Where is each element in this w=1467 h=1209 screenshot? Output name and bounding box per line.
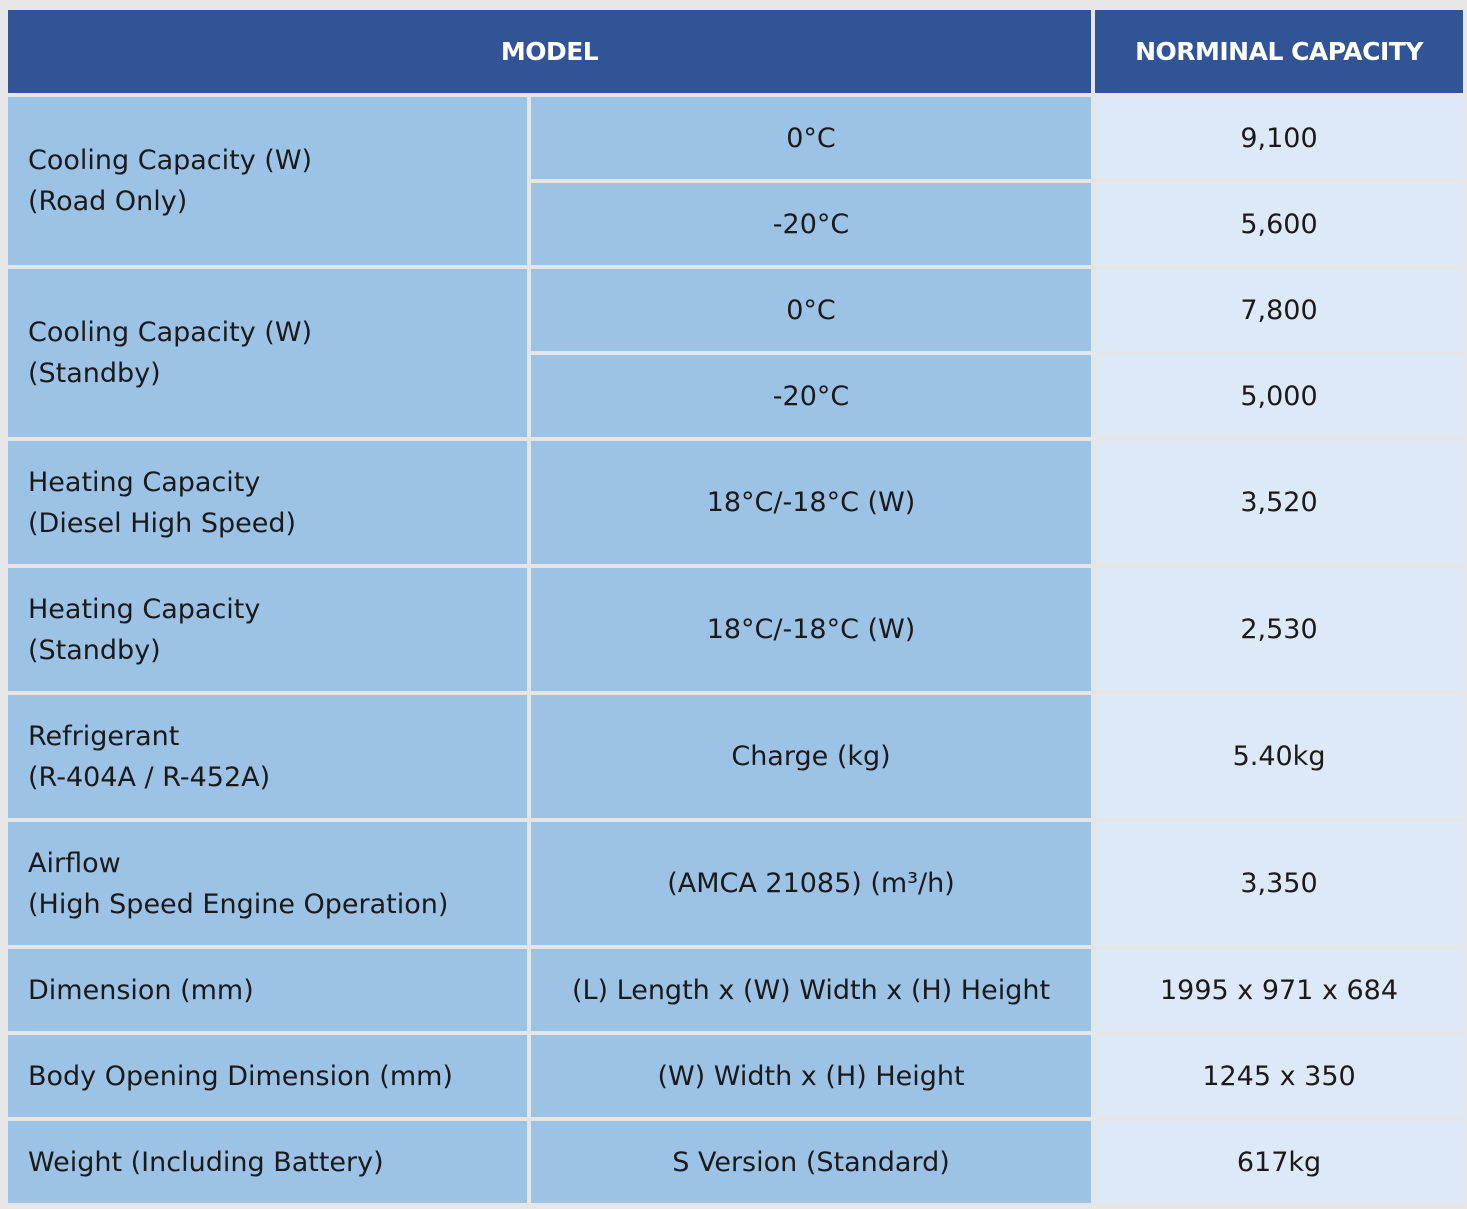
- row-value: 5,600: [1095, 183, 1464, 265]
- row-value: 5.40kg: [1095, 695, 1464, 818]
- table-row: Refrigerant (R-404A / R-452A) Charge (kg…: [8, 695, 1464, 818]
- row-label-line: (Standby): [28, 634, 161, 666]
- row-label: Refrigerant (R-404A / R-452A): [8, 695, 527, 818]
- table-row: Cooling Capacity (W) (Standby) 0°C 7,800: [8, 269, 1464, 437]
- row-condition: -20°C: [531, 355, 1092, 437]
- spec-table: MODEL NORMINAL CAPACITY Cooling Capacity…: [4, 6, 1467, 1207]
- row-condition: 0°C: [531, 269, 1092, 351]
- table-row: Dimension (mm) (L) Length x (W) Width x …: [8, 949, 1464, 1031]
- row-label: Body Opening Dimension (mm): [8, 1035, 527, 1117]
- row-label: Weight (Including Battery): [8, 1121, 527, 1203]
- table-row: Heating Capacity (Diesel High Speed) 18°…: [8, 441, 1464, 564]
- row-value: 9,100: [1095, 97, 1464, 179]
- row-condition: S Version (Standard): [531, 1121, 1092, 1203]
- row-value: 3,520: [1095, 441, 1464, 564]
- header-row: MODEL NORMINAL CAPACITY: [8, 10, 1464, 93]
- row-label: Cooling Capacity (W) (Standby): [8, 269, 527, 437]
- table-row: Heating Capacity (Standby) 18°C/-18°C (W…: [8, 568, 1464, 691]
- row-condition: 0°C: [531, 97, 1092, 179]
- row-label-line: Cooling Capacity (W): [28, 317, 313, 348]
- row-condition: (AMCA 21085) (m³/h): [531, 822, 1092, 945]
- table-row: Body Opening Dimension (mm) (W) Width x …: [8, 1035, 1464, 1117]
- row-label: Heating Capacity (Standby): [8, 568, 527, 691]
- row-condition: 18°C/-18°C (W): [531, 568, 1092, 691]
- row-value: 1995 x 971 x 684: [1095, 949, 1464, 1031]
- row-label: Cooling Capacity (W) (Road Only): [8, 97, 527, 265]
- row-condition: -20°C: [531, 183, 1092, 265]
- row-label: Airflow (High Speed Engine Operation): [8, 822, 527, 945]
- row-label: Dimension (mm): [8, 949, 527, 1031]
- row-value: 1245 x 350: [1095, 1035, 1464, 1117]
- row-label-line: (Diesel High Speed): [28, 507, 297, 539]
- row-label-line: Refrigerant: [28, 720, 180, 752]
- header-capacity: NORMINAL CAPACITY: [1095, 10, 1464, 93]
- row-label-line: (R-404A / R-452A): [28, 761, 271, 793]
- row-value: 2,530: [1095, 568, 1464, 691]
- row-condition: Charge (kg): [531, 695, 1092, 818]
- row-label-line: Heating Capacity: [28, 466, 261, 498]
- row-label-line: Heating Capacity: [28, 593, 261, 625]
- table-row: -20°C 5,600: [8, 183, 1464, 265]
- row-label-line: Airflow: [28, 847, 121, 879]
- table-row: -20°C 5,000: [8, 355, 1464, 437]
- row-value: 5,000: [1095, 355, 1464, 437]
- row-label-line: (Road Only): [28, 186, 188, 217]
- row-label: Heating Capacity (Diesel High Speed): [8, 441, 527, 564]
- row-label-line: (High Speed Engine Operation): [28, 888, 449, 920]
- row-condition: (L) Length x (W) Width x (H) Height: [531, 949, 1092, 1031]
- table-row: Cooling Capacity (W) (Road Only) 0°C 9,1…: [8, 97, 1464, 265]
- table-row: Airflow (High Speed Engine Operation) (A…: [8, 822, 1464, 945]
- table-row: Weight (Including Battery) S Version (St…: [8, 1121, 1464, 1203]
- row-value: 3,350: [1095, 822, 1464, 945]
- row-label-line: Cooling Capacity (W): [28, 145, 313, 176]
- row-condition: (W) Width x (H) Height: [531, 1035, 1092, 1117]
- row-condition: 18°C/-18°C (W): [531, 441, 1092, 564]
- row-value: 7,800: [1095, 269, 1464, 351]
- header-model: MODEL: [8, 10, 1092, 93]
- row-value: 617kg: [1095, 1121, 1464, 1203]
- row-label-line: (Standby): [28, 358, 161, 389]
